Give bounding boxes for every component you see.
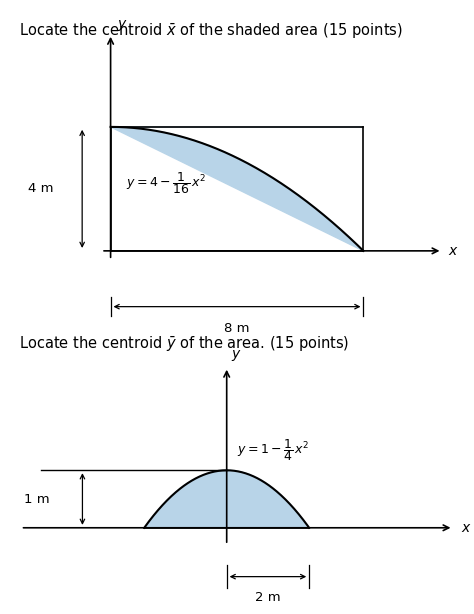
Text: $y = 4 - \dfrac{1}{16}\,x^2$: $y = 4 - \dfrac{1}{16}\,x^2$ (127, 169, 207, 196)
Text: x: x (449, 244, 457, 258)
Text: 4 m: 4 m (28, 182, 54, 195)
Polygon shape (110, 127, 364, 251)
Text: $y = 1 - \dfrac{1}{4}\,x^2$: $y = 1 - \dfrac{1}{4}\,x^2$ (237, 438, 310, 464)
Text: Locate the centroid $\bar{y}$ of the area. (15 points): Locate the centroid $\bar{y}$ of the are… (19, 335, 349, 354)
Text: 1 m: 1 m (24, 492, 49, 505)
Text: x: x (462, 521, 470, 535)
Text: 2 m: 2 m (255, 591, 281, 604)
Text: y: y (117, 17, 125, 31)
Polygon shape (144, 470, 309, 528)
Text: Locate the centroid $\bar{x}$ of the shaded area (15 points): Locate the centroid $\bar{x}$ of the sha… (19, 21, 403, 41)
Text: 8 m: 8 m (224, 322, 250, 335)
Text: y: y (232, 347, 240, 361)
